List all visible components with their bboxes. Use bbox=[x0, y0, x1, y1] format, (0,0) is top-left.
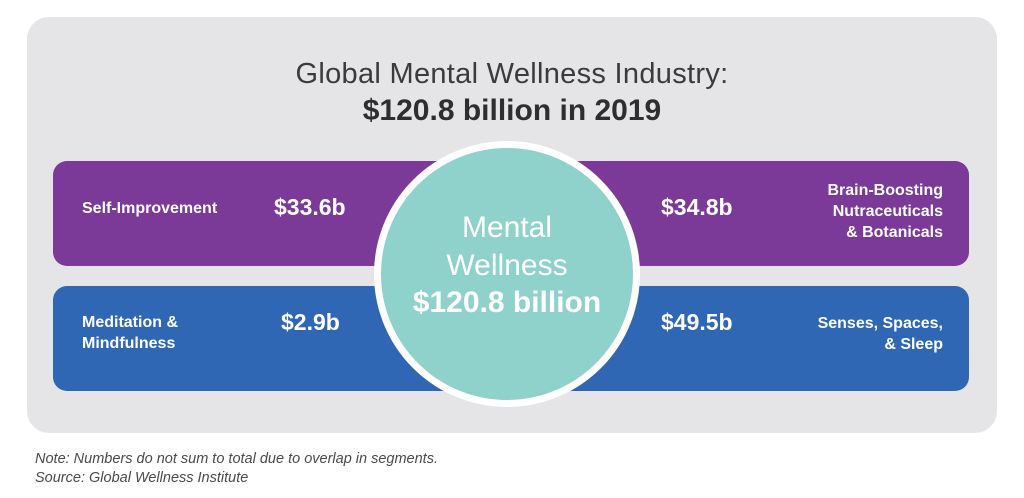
segment-label-line: Senses, Spaces, bbox=[817, 315, 943, 332]
center-circle bbox=[374, 141, 640, 407]
title-line-2: $120.8 billion in 2019 bbox=[362, 94, 662, 127]
segment-value-senses: $49.5b bbox=[661, 309, 733, 335]
segment-label-line: Brain-Boosting bbox=[827, 182, 943, 199]
segment-label-line: & Sleep bbox=[884, 336, 943, 353]
segment-value-self-improvement: $33.6b bbox=[274, 194, 346, 220]
segment-label-self-improvement: Self-Improvement bbox=[82, 198, 217, 219]
source-note: Source: Global Wellness Institute bbox=[35, 470, 249, 486]
segment-label-meditation: Meditation & Mindfulness bbox=[82, 312, 178, 354]
segment-label-line: Nutraceuticals bbox=[832, 203, 943, 220]
segment-label-brain-boosting: Brain-Boosting Nutraceuticals & Botanica… bbox=[827, 180, 943, 243]
segment-value-meditation: $2.9b bbox=[281, 309, 340, 335]
segment-label-line: Meditation & bbox=[82, 314, 178, 331]
center-line-1: Mental bbox=[461, 211, 553, 244]
center-line-2: Wellness bbox=[446, 249, 568, 282]
center-total: $120.8 billion bbox=[412, 286, 602, 319]
segment-label-line: Mindfulness bbox=[82, 335, 176, 352]
footnote: Note: Numbers do not sum to total due to… bbox=[35, 451, 438, 467]
segment-label-line: & Botanicals bbox=[846, 224, 943, 241]
title-line-1: Global Mental Wellness Industry: bbox=[295, 58, 729, 90]
segment-label-line: Self-Improvement bbox=[82, 200, 218, 217]
segment-value-brain-boosting: $34.8b bbox=[661, 194, 733, 220]
segment-label-senses: Senses, Spaces, & Sleep bbox=[818, 313, 943, 355]
